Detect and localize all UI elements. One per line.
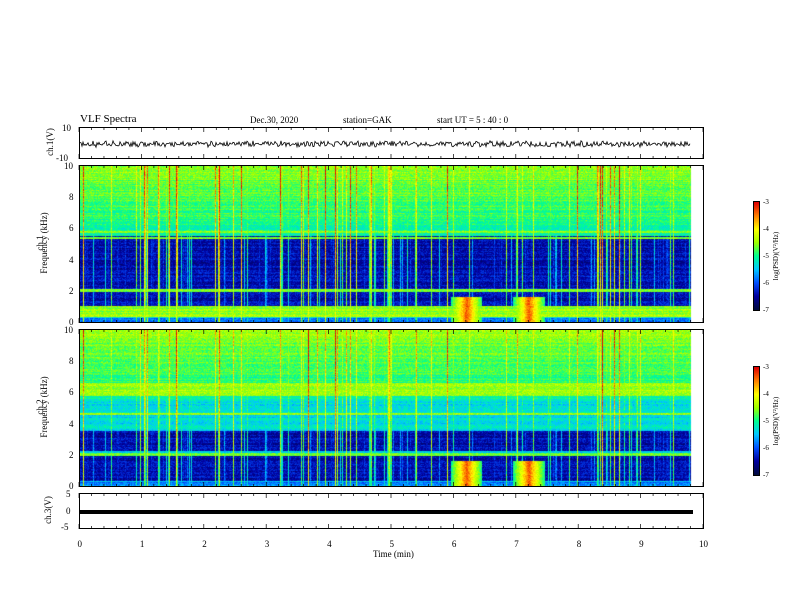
colorbar-1: [753, 201, 760, 311]
time-tick-7: 7: [514, 539, 519, 549]
time-tick-4: 4: [327, 539, 332, 549]
ch2-spec-ytick-10: 10: [64, 325, 73, 335]
ch1-waveform-panel: [79, 127, 704, 159]
ch2-spec-ytick-6: 6: [69, 387, 74, 398]
ch1-wave-ytick-bottom: -10: [56, 153, 68, 163]
colorbar-2-tick-1: -4: [763, 390, 769, 398]
station-label: station=GAK: [343, 115, 392, 125]
ch1-spec-ytick-10: 10: [64, 161, 73, 171]
ch1-spec-ytick-4: 4: [69, 254, 74, 265]
ch2-spec-ytick-0: 0: [69, 481, 74, 491]
colorbar-2: [753, 366, 760, 476]
time-tick-9: 9: [639, 539, 644, 549]
colorbar-2-tick-4: -7: [763, 471, 769, 479]
ch1-spec-ytick-0: 0: [69, 317, 74, 327]
time-tick-5: 5: [389, 539, 395, 549]
ch1-waveform-svg: [80, 139, 691, 149]
colorbar-2-tick-2: -5: [763, 417, 769, 425]
time-axis-label: Time (min): [373, 549, 414, 559]
time-tick-10: 10: [699, 539, 708, 549]
ch1-spec-ytick-8: 8: [69, 192, 74, 203]
colorbar-1-tick-4: -7: [763, 306, 769, 314]
colorbar-1-tick-1: -4: [763, 225, 769, 233]
time-tick-6: 6: [451, 539, 457, 549]
colorbar-1-tick-3: -6: [763, 279, 769, 287]
ch3-wave-ytick-bottom: -5: [61, 522, 69, 532]
axis-tick-marks: [78, 127, 704, 529]
ch2-spec-ytick-4: 4: [69, 418, 74, 429]
time-tick-1: 1: [139, 539, 145, 549]
colorbar-1-gradient: [754, 202, 759, 310]
ch3-waveform-panel: [79, 493, 704, 529]
ch1-spec-ytick-6: 6: [69, 223, 74, 234]
ch3-waveform-trace: [80, 510, 693, 514]
ch1-wave-ytick-top: 10: [62, 123, 71, 133]
ch2-spectrogram-panel: [79, 329, 704, 487]
ch1-spec-ytick-2: 2: [69, 285, 74, 296]
colorbar-2-tick-3: -6: [763, 444, 769, 452]
colorbar-1-tick-2: -5: [763, 252, 769, 260]
ch2-spec-ytick-8: 8: [69, 356, 74, 367]
colorbar-2-tick-0: -3: [763, 363, 769, 371]
start-time-label: start UT = 5 : 40 : 0: [437, 115, 509, 125]
ch2-spec-ytick-2: 2: [69, 449, 74, 460]
colorbar-2-gradient: [754, 367, 759, 475]
time-tick-2: 2: [202, 539, 207, 549]
ch3-waveform-svg: [80, 510, 693, 514]
ch1-spectrogram: [80, 166, 703, 322]
ch1-spectrogram-panel: [79, 165, 704, 323]
ch3-wave-ytick-mid: 0: [66, 506, 71, 516]
ch3-wave-ytick-top: 5: [66, 489, 71, 499]
ch2-spectrogram: [80, 330, 703, 486]
figure-title: VLF Spectra: [80, 113, 137, 125]
ch1-waveform-trace: [80, 139, 691, 149]
colorbar-1-tick-0: -3: [763, 198, 769, 206]
date-label: Dec.30, 2020: [250, 115, 299, 125]
time-tick-0: 0: [77, 539, 83, 549]
time-tick-8: 8: [576, 539, 582, 549]
time-tick-3: 3: [264, 539, 270, 549]
